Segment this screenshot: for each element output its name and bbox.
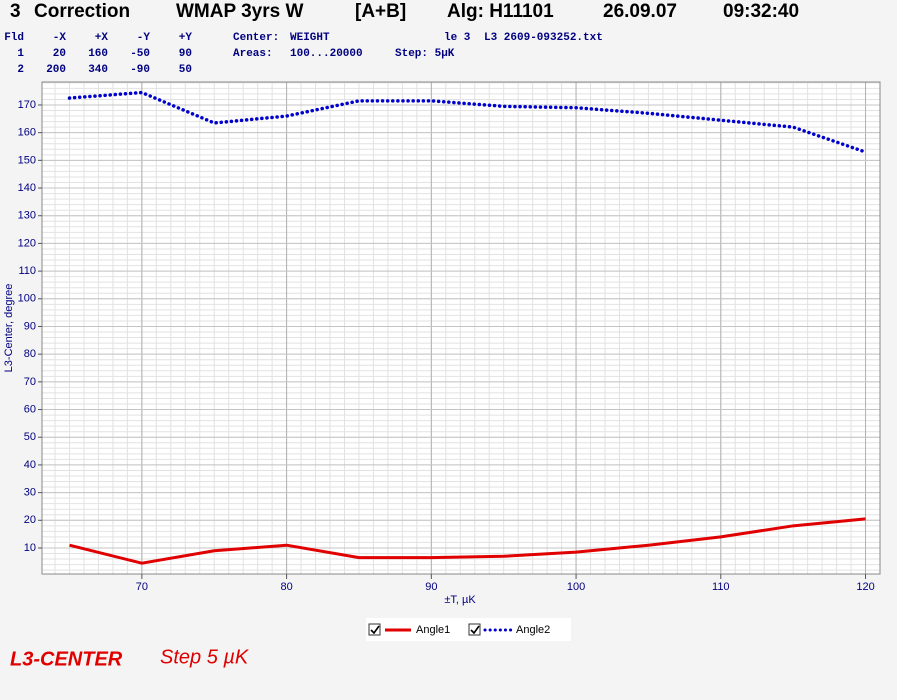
y-tick-label: 10 bbox=[24, 542, 36, 554]
y-tick-label: 100 bbox=[18, 293, 36, 305]
param-column: -Y bbox=[137, 32, 151, 44]
y-tick-label: 30 bbox=[24, 487, 36, 499]
minor-grid bbox=[42, 82, 880, 574]
y-tick-label: 70 bbox=[24, 376, 36, 388]
param-cell: 2 bbox=[17, 64, 24, 76]
param-cell: 200 bbox=[46, 64, 66, 76]
param-cell: 90 bbox=[179, 48, 192, 60]
y-tick-label: 170 bbox=[18, 99, 36, 111]
param-column: +X bbox=[95, 32, 109, 44]
y-tick-label: 80 bbox=[24, 348, 36, 360]
legend-items: Angle1 Angle2 bbox=[368, 623, 550, 636]
param-column: Fld bbox=[4, 32, 24, 44]
x-axis-label: ±T, µK bbox=[444, 594, 476, 606]
x-tick-label: 100 bbox=[567, 581, 585, 593]
param-cell: 1 bbox=[17, 48, 24, 60]
plot-area bbox=[42, 82, 880, 574]
param-column: +Y bbox=[179, 32, 193, 44]
y-tick-label: 150 bbox=[18, 154, 36, 166]
y-tick-label: 40 bbox=[24, 459, 36, 471]
y-tick-label: 60 bbox=[24, 403, 36, 415]
param-label: Areas: bbox=[233, 48, 273, 60]
legend-checkbox bbox=[368, 623, 381, 636]
y-tick-label: 160 bbox=[18, 127, 36, 139]
header-item: Correction bbox=[34, 1, 130, 22]
param-value: WEIGHT bbox=[290, 32, 330, 44]
legend-checkbox bbox=[468, 623, 481, 636]
header-item: 09:32:40 bbox=[723, 1, 799, 22]
plot bbox=[42, 82, 880, 574]
param-label: Center: bbox=[233, 32, 279, 44]
x-tick-label: 90 bbox=[425, 581, 437, 593]
param-cell: -50 bbox=[130, 48, 150, 60]
x-tick-label: 120 bbox=[856, 581, 874, 593]
header-item: Alg: H11101 bbox=[447, 1, 554, 22]
header-item: [A+B] bbox=[355, 1, 406, 22]
y-tick-label: 120 bbox=[18, 237, 36, 249]
y-tick-label: 140 bbox=[18, 182, 36, 194]
series-line bbox=[67, 90, 868, 154]
param-column: -X bbox=[53, 32, 67, 44]
y-tick-label: 90 bbox=[24, 320, 36, 332]
footer-step: Step 5 µK bbox=[160, 646, 250, 668]
param-cell: 340 bbox=[88, 64, 108, 76]
legend-label: Angle1 bbox=[416, 624, 450, 636]
param-value: Step: 5µK bbox=[395, 48, 455, 60]
x-tick-label: 80 bbox=[280, 581, 292, 593]
legend-label: Angle2 bbox=[516, 624, 550, 636]
x-tick-label: 110 bbox=[712, 581, 730, 593]
series-line bbox=[69, 517, 866, 565]
param-cell: -90 bbox=[130, 64, 150, 76]
x-tick-label: 70 bbox=[136, 581, 148, 593]
param-value: 100...20000 bbox=[290, 48, 363, 60]
y-tick-label: 130 bbox=[18, 210, 36, 222]
footer-name: L3-CENTER bbox=[10, 648, 123, 670]
param-value: L3 2609-093252.txt bbox=[484, 32, 603, 44]
param-cell: 50 bbox=[179, 64, 192, 76]
y-tick-label: 50 bbox=[24, 431, 36, 443]
y-tick-label: 110 bbox=[18, 265, 36, 277]
legend-check bbox=[470, 625, 480, 635]
legend-check bbox=[370, 625, 380, 635]
param-cell: 160 bbox=[88, 48, 108, 60]
header-item: 3 bbox=[10, 1, 21, 22]
param-value: le 3 bbox=[444, 32, 471, 44]
header-item: WMAP 3yrs W bbox=[176, 1, 303, 22]
param-cell: 20 bbox=[53, 48, 66, 60]
y-axis-label: L3-Center, degree bbox=[3, 284, 15, 373]
y-tick-label: 20 bbox=[24, 514, 36, 526]
plot-frame bbox=[41, 81, 881, 575]
header-item: 26.09.07 bbox=[603, 1, 677, 22]
